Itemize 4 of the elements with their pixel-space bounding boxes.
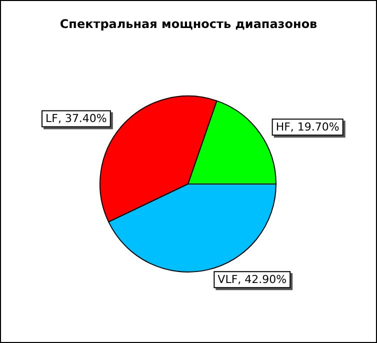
slice-label: HF, 19.70% <box>276 120 340 134</box>
slice-label: LF, 37.40% <box>45 112 107 126</box>
slice-label: VLF, 42.90% <box>218 273 287 286</box>
chart-title: Спектральная мощность диапазонов <box>60 17 318 31</box>
